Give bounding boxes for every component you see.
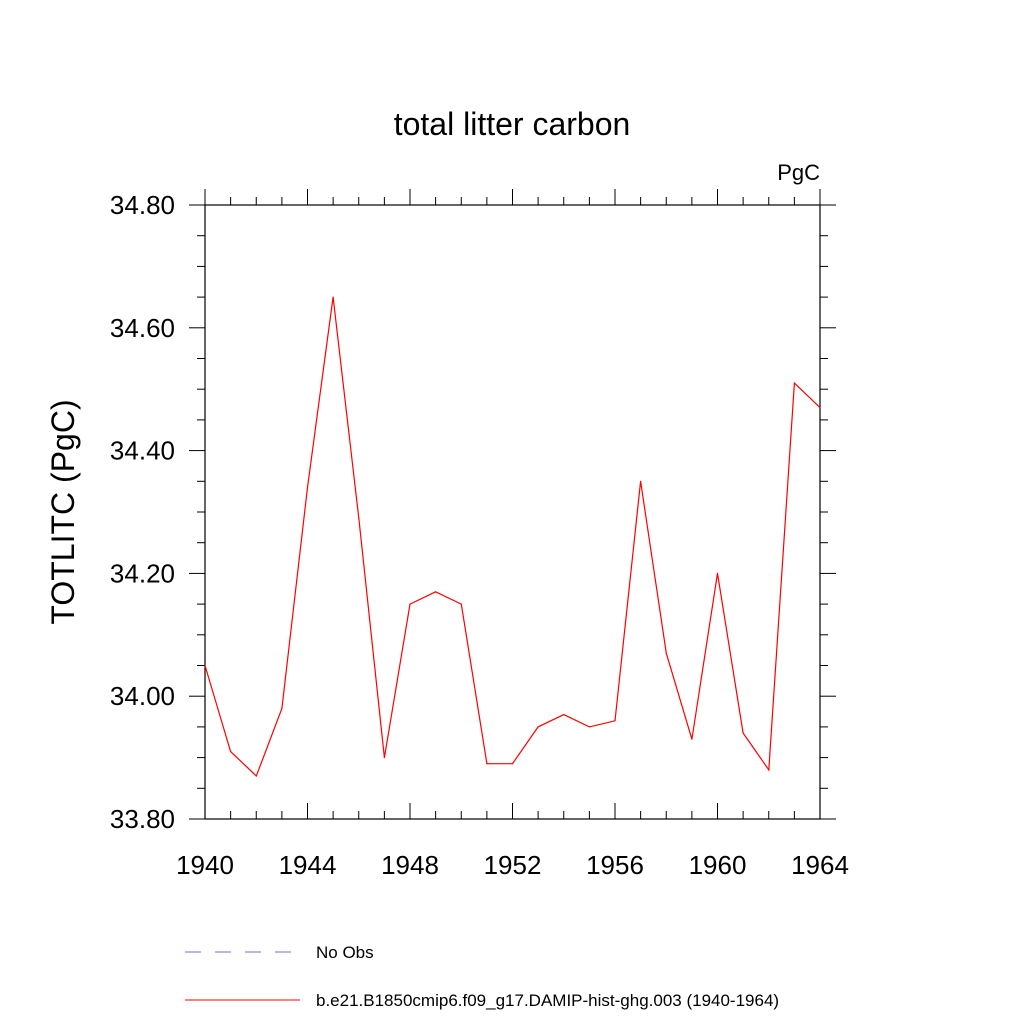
data-point — [819, 407, 821, 409]
y-tick-label: 33.80 — [110, 804, 175, 834]
legend-label: b.e21.B1850cmip6.f09_g17.DAMIP-hist-ghg.… — [316, 991, 779, 1010]
data-point — [511, 763, 514, 765]
data-point — [332, 296, 334, 298]
y-tick-label: 34.40 — [110, 436, 175, 466]
data-point — [204, 664, 206, 667]
data-point — [281, 707, 283, 710]
y-tick-label: 34.60 — [110, 313, 175, 343]
data-point — [563, 714, 565, 716]
y-axis-label: TOTLITC (PgC) — [45, 399, 81, 624]
x-tick-label: 1948 — [381, 850, 439, 880]
axis-ticks — [189, 189, 836, 820]
data-point — [640, 480, 642, 482]
data-point — [460, 603, 462, 605]
x-tick-label: 1940 — [176, 850, 234, 880]
data-point — [358, 517, 360, 519]
data-point — [255, 775, 257, 777]
series-line — [204, 297, 821, 778]
data-point — [306, 486, 309, 489]
y-tick-label: 34.80 — [110, 190, 175, 220]
data-point — [665, 652, 667, 654]
series-group — [204, 296, 821, 778]
data-point — [691, 738, 693, 740]
x-tick-label: 1956 — [586, 850, 644, 880]
data-point — [793, 382, 795, 384]
data-point — [486, 763, 488, 765]
data-point — [537, 726, 539, 728]
x-tick-labels: 1940 1944 1948 1952 1956 1960 1964 — [176, 850, 849, 880]
x-tick-label: 1960 — [689, 850, 747, 880]
x-tick-label: 1944 — [279, 850, 337, 880]
legend: No Obs b.e21.B1850cmip6.f09_g17.DAMIP-his… — [185, 943, 779, 1010]
y-tick-labels: 33.80 34.00 34.20 34.40 34.60 34.80 — [110, 190, 175, 834]
x-tick-label: 1964 — [791, 850, 849, 880]
y-tick-label: 34.00 — [110, 681, 175, 711]
legend-label: No Obs — [316, 943, 374, 962]
data-point — [588, 726, 590, 728]
data-point — [230, 750, 232, 753]
data-point — [742, 732, 744, 734]
data-point — [768, 769, 770, 771]
data-point — [409, 603, 411, 605]
plot-frame — [204, 204, 821, 820]
units-label: PgC — [777, 160, 820, 185]
data-point — [716, 572, 719, 575]
data-point — [435, 591, 437, 593]
y-tick-label: 34.20 — [110, 558, 175, 588]
x-tick-label: 1952 — [484, 850, 542, 880]
data-point — [383, 757, 385, 759]
data-point — [614, 720, 616, 722]
chart-title: total litter carbon — [394, 106, 631, 142]
